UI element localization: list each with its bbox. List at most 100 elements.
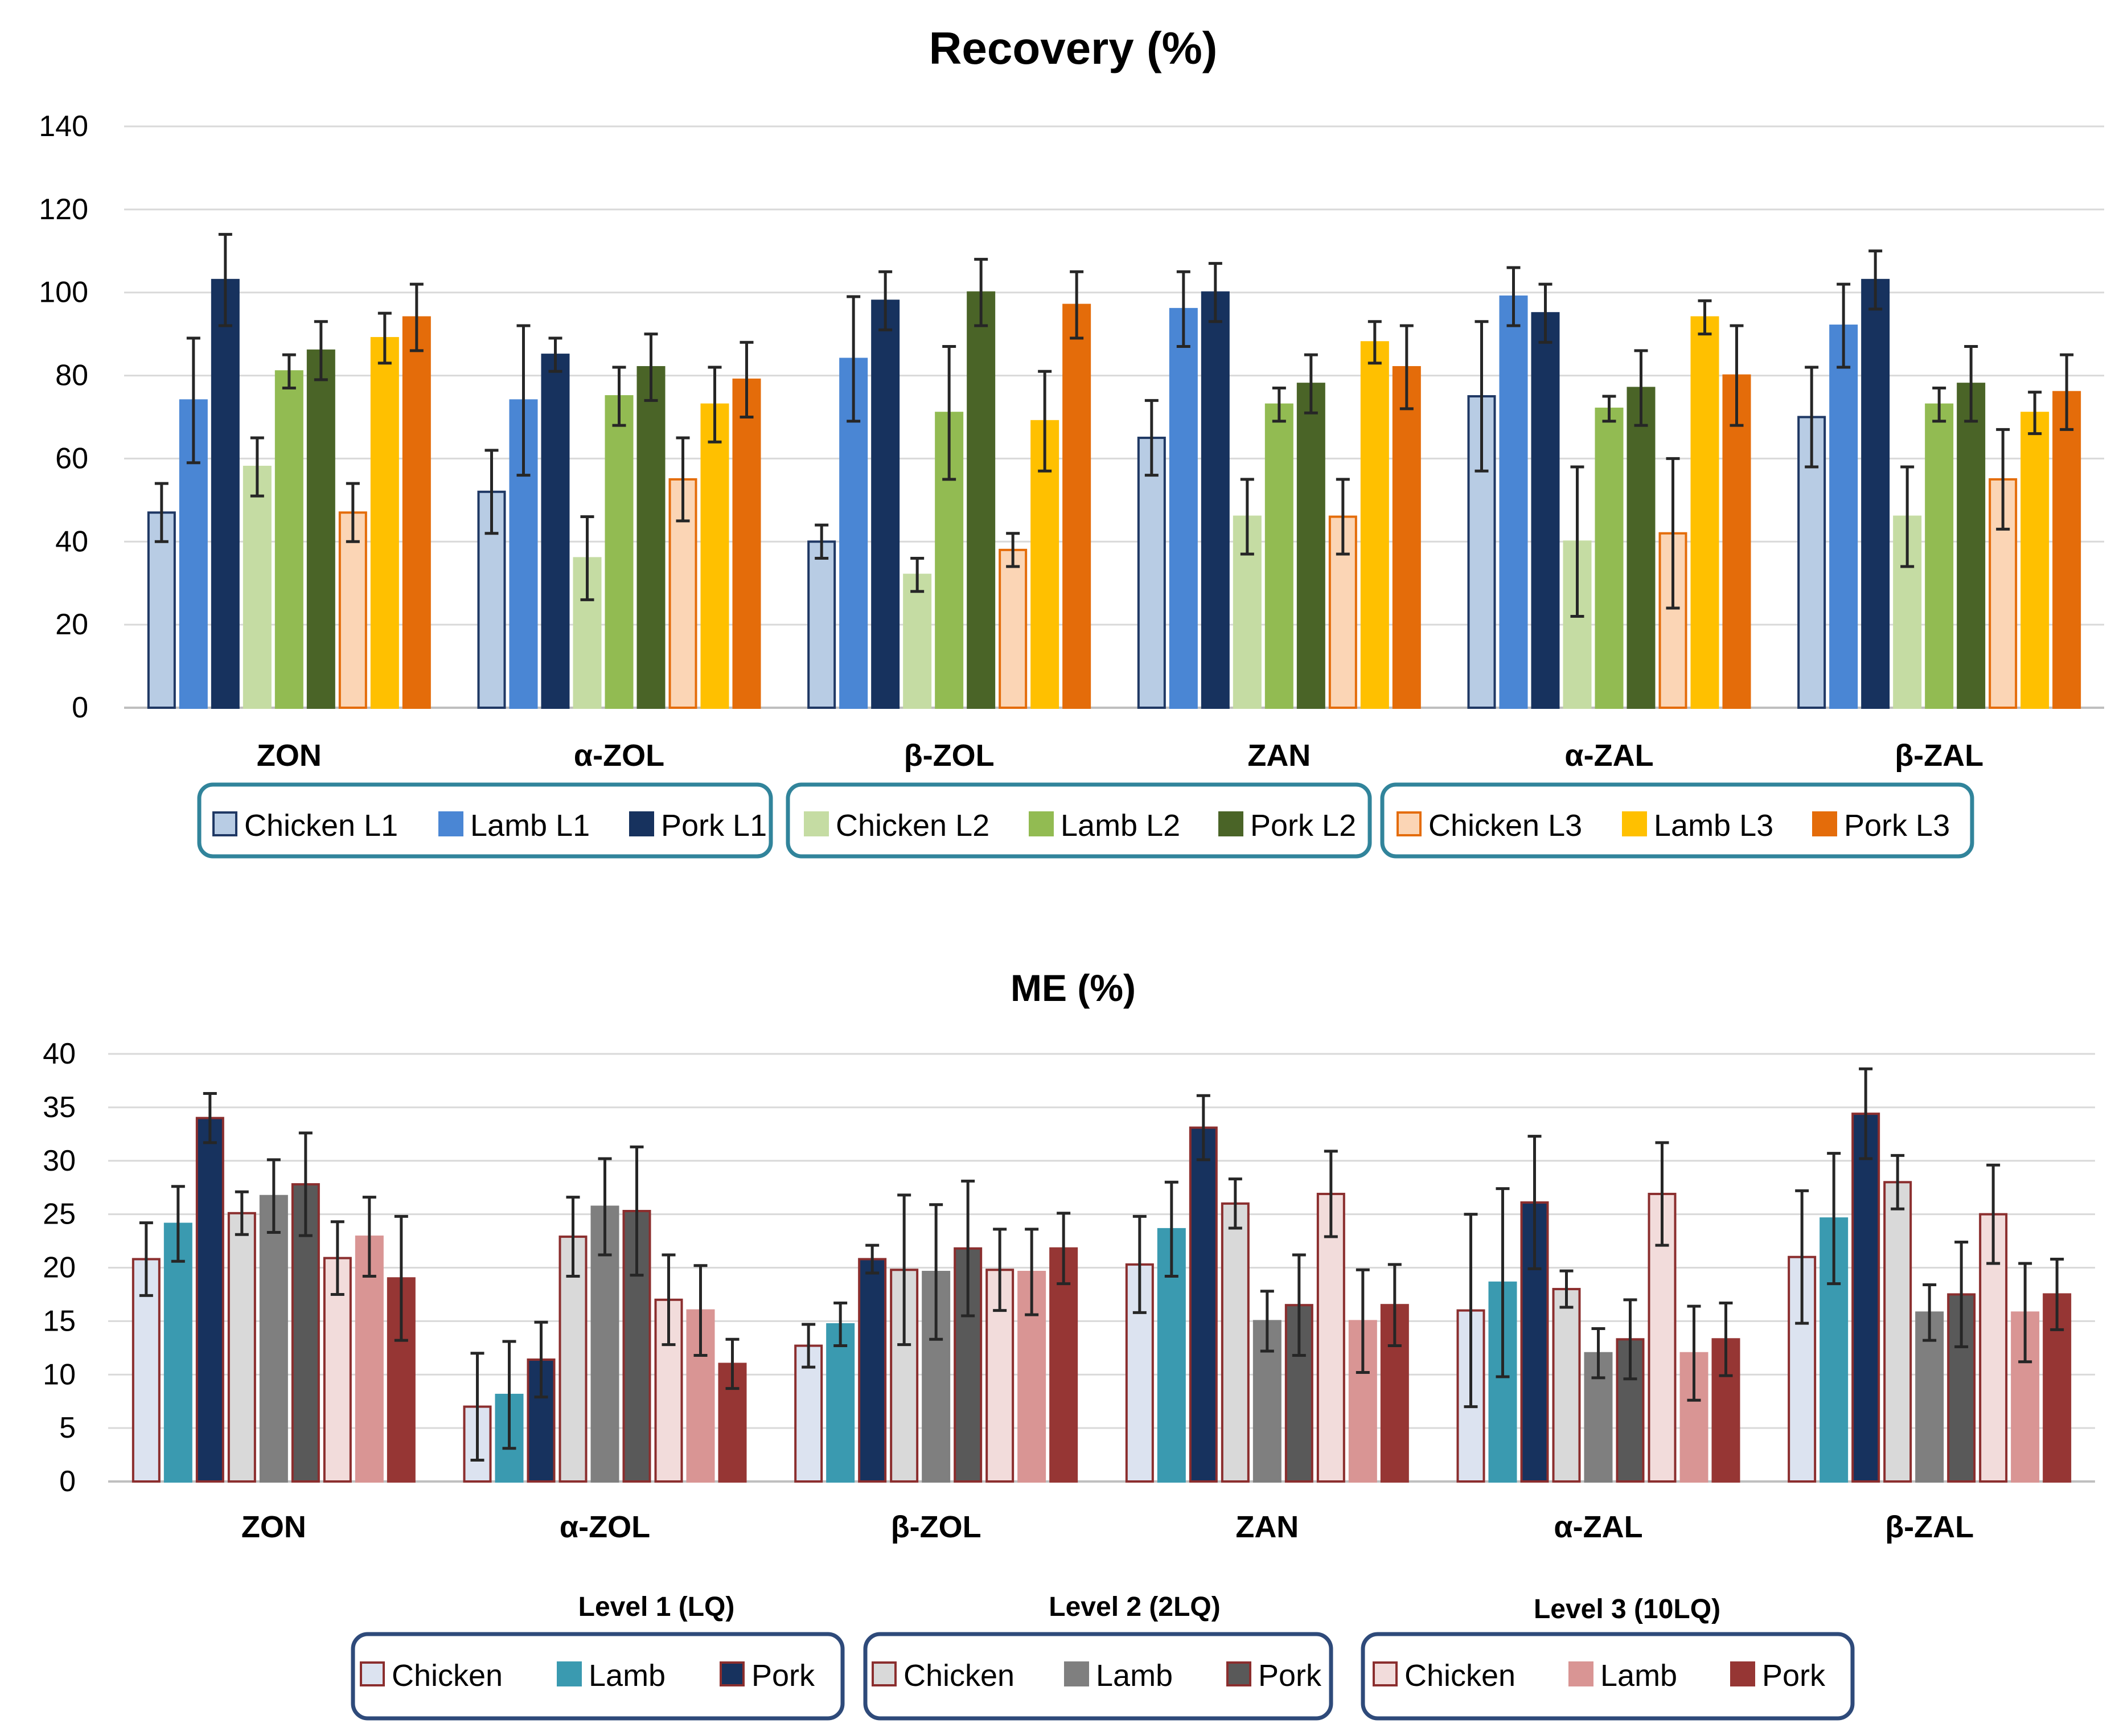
- recovery-category-label: ZAN: [1247, 738, 1311, 773]
- recovery-legend-swatch-chicken-l3: [1397, 811, 1422, 836]
- me-category-label: β-ZOL: [891, 1510, 981, 1544]
- recovery-y-axis-ticks: 0 20 40 60 80 100 120 140: [39, 110, 88, 724]
- recovery-legend-swatch-pork-l3: [1812, 811, 1837, 836]
- me-chart-title: ME (%): [1011, 967, 1136, 1009]
- recovery-bar-lamb-l1: [1499, 296, 1528, 709]
- recovery-category-label: α-ZAL: [1564, 738, 1653, 773]
- me-bar-lamb-level1: [826, 1323, 855, 1483]
- me-bar-chicken-level2: [1221, 1202, 1250, 1483]
- me-bar-pork-level1: [195, 1117, 224, 1483]
- recovery-y-tick-label: 20: [55, 608, 88, 641]
- recovery-bar-pork-l1: [541, 354, 570, 709]
- me-bar-lamb-level3: [686, 1309, 715, 1483]
- me-legend-swatch-lamb-level1: [557, 1661, 582, 1686]
- recovery-category-label: β-ZAL: [1895, 738, 1983, 773]
- recovery-bars: [147, 278, 2081, 709]
- me-legend-swatch-pork-level2: [1226, 1661, 1251, 1686]
- recovery-bar-chicken-l1: [1137, 436, 1166, 709]
- recovery-legend-label-pork-l1: Pork L1: [661, 809, 767, 843]
- me-bar-chicken-level2: [1883, 1181, 1912, 1483]
- me-legend-swatch-chicken-level2: [872, 1661, 897, 1686]
- me-legend-box-level3: [1361, 1632, 1855, 1721]
- me-category-label: ZAN: [1235, 1510, 1299, 1544]
- recovery-bar-pork-l3: [1062, 303, 1091, 709]
- recovery-bar-pork-l2: [967, 291, 996, 709]
- recovery-bar-chicken-l2: [243, 466, 272, 709]
- recovery-legend-swatch-chicken-l1: [212, 811, 237, 836]
- recovery-bar-pork-l1: [871, 299, 900, 709]
- recovery-bar-lamb-l1: [1169, 307, 1198, 709]
- recovery-bar-pork-l3: [2052, 391, 2081, 709]
- me-bar-pork-level3: [1380, 1304, 1409, 1483]
- me-bars: [132, 1113, 2072, 1483]
- recovery-chart: Recovery (%) 0 20 40 60 80 100 120 140 ZON α-ZOL…: [39, 23, 2104, 859]
- recovery-y-tick-label: 0: [72, 691, 88, 724]
- me-legend-box-level2: [863, 1632, 1333, 1721]
- me-y-tick-label: 30: [43, 1144, 76, 1177]
- me-legend-box-level1: [351, 1632, 845, 1721]
- recovery-legend-label-lamb-l3: Lamb L3: [1654, 809, 1773, 843]
- me-error-bars: [139, 1067, 2064, 1462]
- recovery-legend-swatch-lamb-l3: [1622, 811, 1647, 836]
- recovery-category-label: α-ZOL: [574, 738, 664, 773]
- recovery-bar-lamb-l3: [1030, 420, 1059, 709]
- me-legend-swatch-pork-level3: [1730, 1661, 1755, 1686]
- recovery-bar-chicken-l3: [338, 511, 367, 709]
- recovery-bar-pork-l1: [1531, 312, 1560, 709]
- me-legend-title-level3: Level 3 (10LQ): [1534, 1594, 1720, 1624]
- recovery-bar-pork-l3: [732, 378, 761, 709]
- recovery-legend-label-chicken-l3: Chicken L3: [1428, 809, 1582, 843]
- me-legend-swatch-lamb-level3: [1568, 1661, 1593, 1686]
- recovery-bar-chicken-l2: [903, 573, 932, 709]
- me-bar-pork-level1: [1851, 1113, 1880, 1483]
- recovery-legend: Chicken L1 Lamb L1 Pork L1 Chicken L2 Lamb L…: [212, 809, 1950, 843]
- me-legend-label-chicken-level2: Chicken: [903, 1659, 1015, 1693]
- recovery-bar-pork-l2: [1957, 383, 1986, 709]
- recovery-bar-pork-l1: [1201, 291, 1230, 709]
- recovery-bar-lamb-l1: [1829, 325, 1858, 709]
- recovery-legend-swatch-chicken-l2: [804, 811, 829, 836]
- me-y-tick-label: 5: [59, 1411, 76, 1444]
- me-y-tick-label: 35: [43, 1091, 76, 1124]
- recovery-legend-label-lamb-l2: Lamb L2: [1061, 809, 1180, 843]
- recovery-bar-pork-l2: [1296, 383, 1325, 709]
- me-chart: ME (%) 0 5 10 15 20 25 30 35 40 ZON α-ZOL β-ZOL ZAN…: [43, 967, 2095, 1721]
- me-bar-pork-level1: [858, 1258, 887, 1483]
- me-y-tick-label: 20: [43, 1251, 76, 1284]
- recovery-bar-lamb-l3: [1360, 341, 1389, 709]
- recovery-bar-pork-l3: [402, 316, 431, 709]
- recovery-legend-label-lamb-l1: Lamb L1: [470, 809, 590, 843]
- me-bar-lamb-level1: [1488, 1281, 1517, 1483]
- recovery-y-tick-label: 100: [39, 276, 88, 309]
- me-y-axis-ticks: 0 5 10 15 20 25 30 35 40: [43, 1037, 76, 1498]
- me-legend-label-chicken-level1: Chicken: [392, 1659, 503, 1693]
- recovery-legend-swatch-lamb-l1: [438, 811, 463, 836]
- recovery-gridlines: [124, 125, 2104, 709]
- recovery-error-bars: [154, 233, 2074, 618]
- recovery-bar-lamb-l3: [2020, 412, 2050, 709]
- recovery-bar-lamb-l3: [700, 403, 729, 709]
- recovery-bar-pork-l2: [306, 349, 335, 709]
- recovery-bar-pork-l2: [1627, 387, 1656, 709]
- me-y-tick-label: 0: [59, 1465, 76, 1498]
- me-legend-label-lamb-level2: Lamb: [1096, 1659, 1173, 1693]
- recovery-legend-swatch-lamb-l2: [1029, 811, 1054, 836]
- me-legend-swatch-chicken-level3: [1373, 1661, 1398, 1686]
- me-y-tick-label: 40: [43, 1037, 76, 1070]
- me-bar-chicken-level2: [1552, 1288, 1581, 1483]
- me-legend-title-level1: Level 1 (LQ): [578, 1592, 735, 1622]
- me-y-tick-label: 15: [43, 1304, 76, 1337]
- recovery-legend-box-level1: [197, 782, 773, 859]
- me-bar-chicken-level3: [1316, 1192, 1345, 1483]
- recovery-x-axis-categories: ZON α-ZOL β-ZOL ZAN α-ZAL β-ZAL: [257, 738, 1983, 773]
- me-bar-lamb-level1: [163, 1222, 192, 1483]
- recovery-category-label: β-ZOL: [904, 738, 995, 773]
- recovery-bar-lamb-l2: [274, 370, 303, 709]
- me-legend-label-lamb-level1: Lamb: [589, 1659, 666, 1693]
- me-bar-lamb-level1: [1157, 1228, 1186, 1483]
- recovery-y-tick-label: 140: [39, 110, 88, 143]
- me-bar-pork-level1: [1189, 1126, 1218, 1483]
- me-legend: Chicken Lamb Pork Chicken Lamb Pork Chicken Lam…: [360, 1659, 1826, 1693]
- recovery-bar-chicken-l3: [999, 548, 1028, 709]
- recovery-legend-label-pork-l2: Pork L2: [1250, 809, 1356, 843]
